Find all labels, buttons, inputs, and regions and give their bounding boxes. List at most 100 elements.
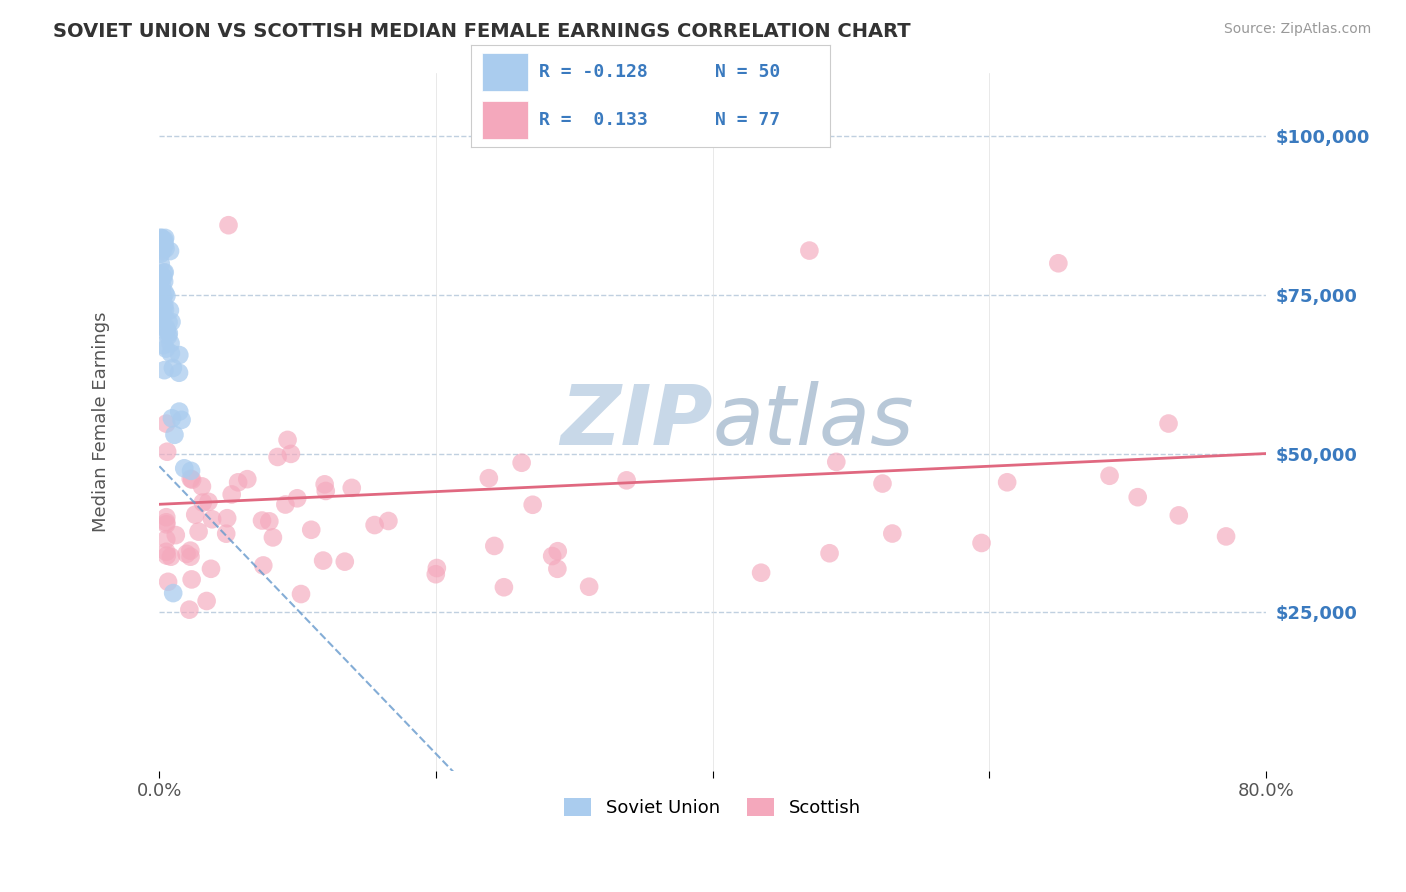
Point [159,303,181,318]
Point [262,530,284,544]
Point [149,310,172,325]
Point [153,265,176,279]
Point [510,456,533,470]
Point [259,514,281,528]
Point [155,533,177,547]
Point [155,517,177,532]
Point [180,573,202,587]
Point [153,233,176,247]
Point [191,479,214,493]
Point [153,275,176,289]
Point [156,323,179,337]
Point [155,417,177,431]
Point [160,346,183,360]
Point [159,336,181,351]
Point [290,587,312,601]
Point [159,244,181,259]
Point [163,427,186,442]
Point [152,233,174,247]
Point [181,473,204,487]
Point [149,257,172,271]
Point [157,574,180,589]
Point [425,567,447,582]
Point [478,471,501,485]
Point [150,317,173,331]
Bar [482,101,529,139]
Point [363,518,385,533]
Point [179,602,201,616]
Point [315,483,337,498]
Point [162,586,184,600]
Point [492,580,515,594]
Point [274,498,297,512]
Point [995,475,1018,490]
Point [536,123,558,137]
Point [150,310,173,324]
Point [250,514,273,528]
Point [152,290,174,304]
Point [197,495,219,509]
Point [215,526,238,541]
Point [252,558,274,573]
Point [153,237,176,252]
Point [150,284,173,298]
Point [541,549,564,563]
Point [149,246,172,260]
Point [970,536,993,550]
Point [180,464,202,478]
Point [157,326,180,341]
Point [882,526,904,541]
Point [150,279,173,293]
Point [169,404,191,418]
Point [157,315,180,329]
Point [285,491,308,506]
Point [547,544,569,558]
Point [167,366,190,380]
Point [156,549,179,563]
Point [218,218,240,232]
Text: atlas: atlas [713,382,914,462]
Point [616,474,638,488]
Point [201,512,224,526]
Point [277,433,299,447]
Point [150,268,173,282]
Point [578,580,600,594]
Point [280,447,302,461]
Point [169,348,191,362]
Point [191,495,214,509]
Point [157,328,180,343]
Point [236,472,259,486]
Point [152,270,174,285]
Point [165,528,187,542]
Point [153,298,176,312]
Text: R = -0.128: R = -0.128 [538,62,648,81]
Text: SOVIET UNION VS SCOTTISH MEDIAN FEMALE EARNINGS CORRELATION CHART: SOVIET UNION VS SCOTTISH MEDIAN FEMALE E… [53,22,911,41]
Point [155,320,177,334]
Point [226,475,249,490]
Text: ZIP: ZIP [560,382,713,462]
Text: N = 77: N = 77 [714,111,780,129]
Point [484,539,506,553]
Point [162,361,184,376]
Point [333,555,356,569]
Point [160,315,183,329]
Point [1047,256,1070,270]
Point [179,543,201,558]
Point [200,562,222,576]
Point [155,545,177,559]
Point [152,303,174,318]
Point [340,481,363,495]
Point [1098,468,1121,483]
Point [155,510,177,524]
Point [153,286,176,301]
Point [160,549,183,564]
Point [155,342,177,356]
Point [156,444,179,458]
Point [1167,508,1189,523]
Point [153,302,176,317]
Point [173,461,195,475]
Legend: Soviet Union, Scottish: Soviet Union, Scottish [557,790,868,824]
Point [1126,490,1149,504]
Point [155,516,177,530]
Point [221,487,243,501]
